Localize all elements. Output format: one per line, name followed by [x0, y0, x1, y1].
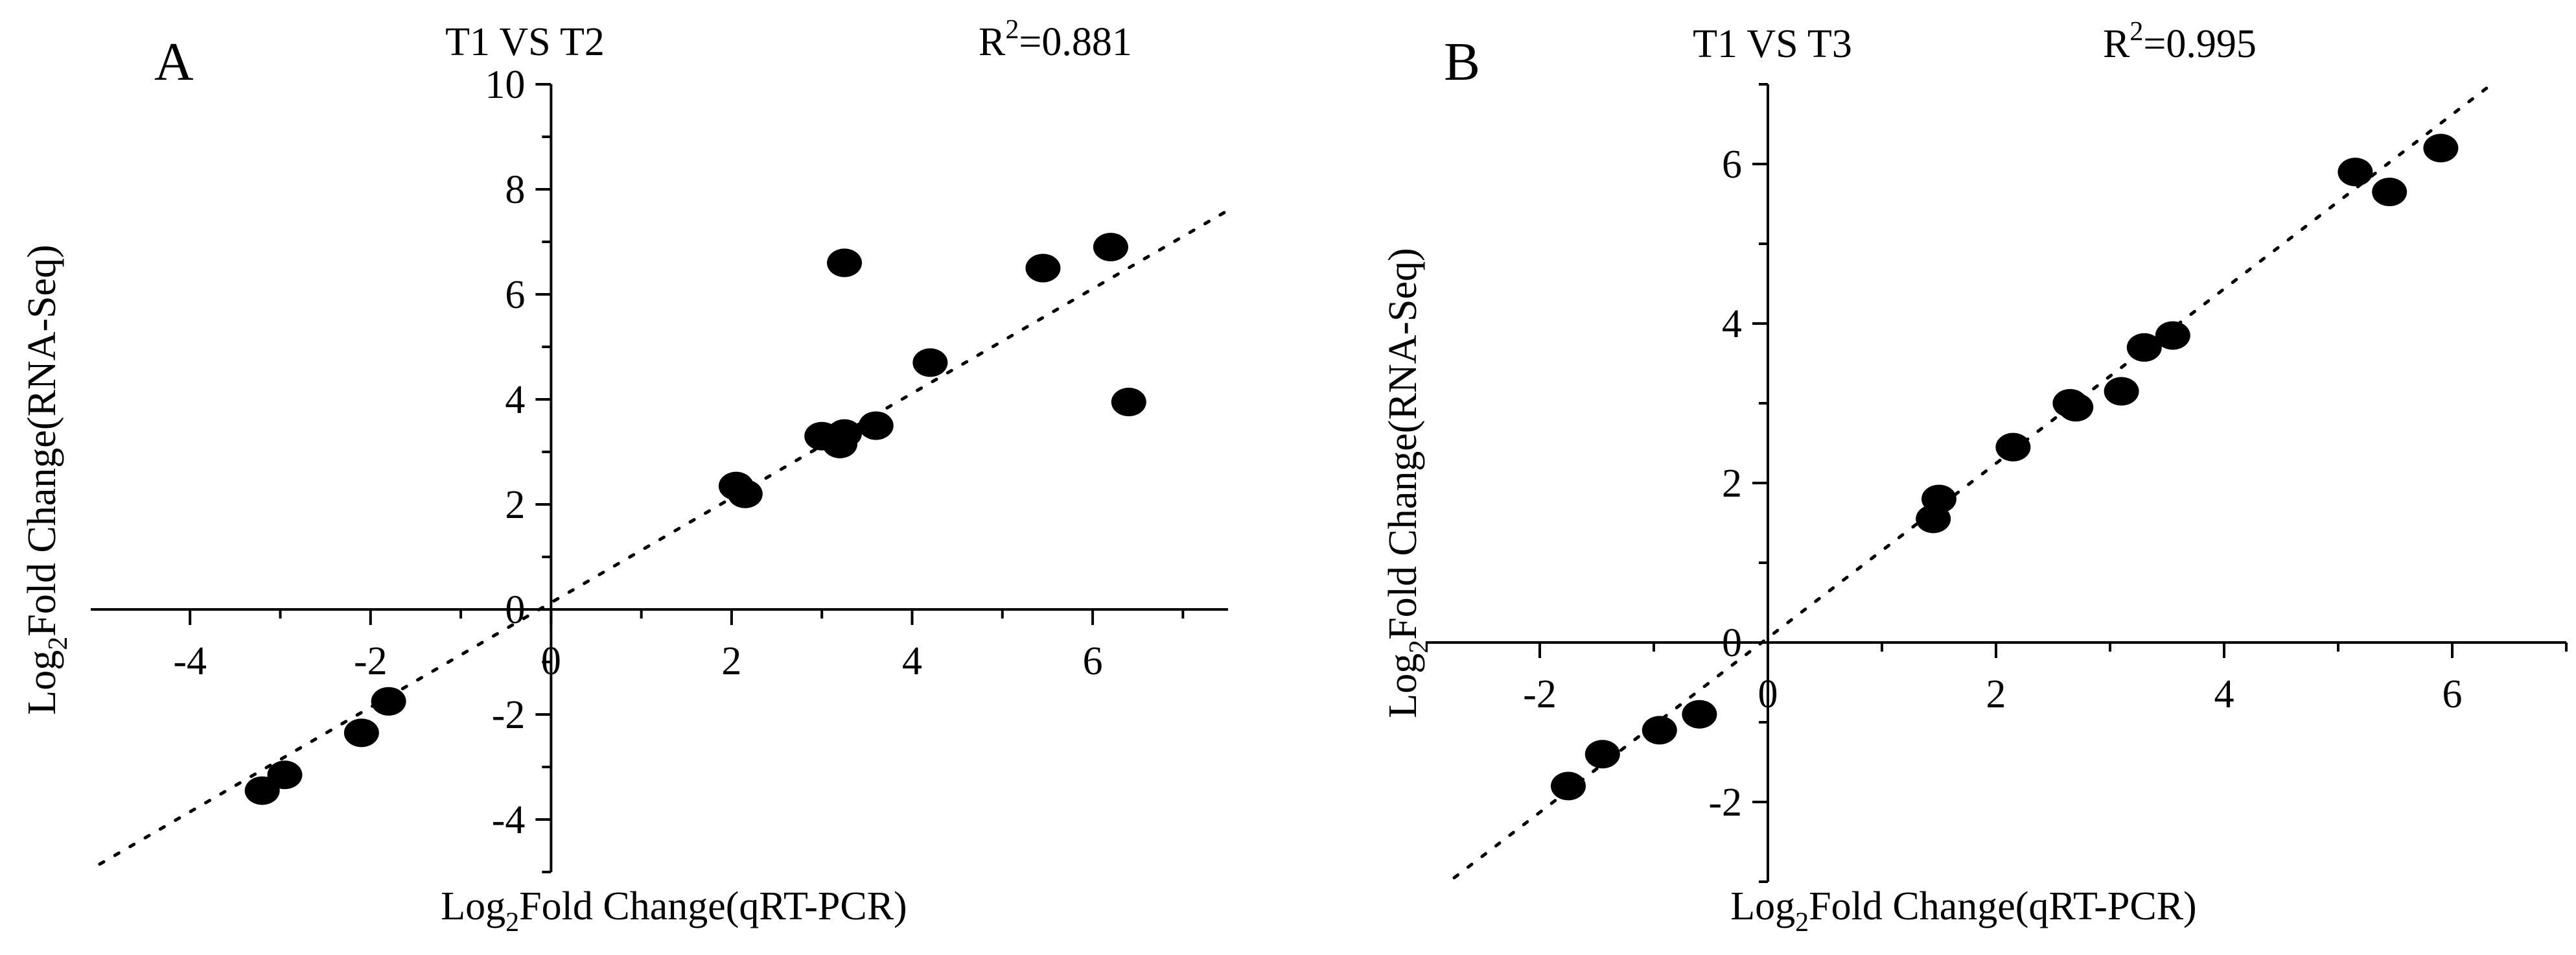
panel-a-r2-value: =0.881: [1019, 20, 1131, 64]
panel-a-x-tick-label: 2: [721, 639, 741, 683]
panel-a-data-point: [371, 687, 406, 716]
panel-a-x-tick-label: -4: [173, 639, 207, 683]
panel-b-y-tick-label: 6: [1722, 143, 1742, 187]
panel-b-data-point: [2104, 377, 2139, 406]
panel-b-letter: B: [1444, 32, 1480, 92]
panel-a-data-point: [267, 760, 303, 790]
panel-a-x-axis-title: Log2Fold Change(qRT-PCR): [441, 884, 907, 937]
panel-b-data-point: [1995, 432, 2031, 462]
panel-a-title: T1 VS T2: [445, 20, 605, 64]
panel-a-x-axis-title-sub: 2: [505, 908, 519, 937]
panel-a-x-tick-label: 6: [1083, 639, 1103, 683]
panel-a-x-tick-label: -2: [354, 639, 388, 683]
panel-b-y-axis-title-pre: Log: [1381, 654, 1425, 718]
panel-b-r2-sup: 2: [2129, 17, 2143, 47]
panel-b-data-point: [2155, 321, 2190, 350]
panel-b-y-axis-title: Log2Fold Change(RNA-Seq): [1381, 248, 1434, 718]
panel-b-y-tick-label: 0: [1722, 621, 1742, 665]
panel-b-data-point: [2338, 158, 2373, 187]
panel-a-data-point: [1111, 388, 1146, 417]
panel-b-x-tick-label: 0: [1758, 672, 1778, 716]
panel-b-y-tick-label: -2: [1708, 781, 1742, 825]
panel-a-y-tick-label: 6: [505, 273, 525, 317]
panel-a-x-axis-title-pre: Log: [441, 884, 505, 928]
panel-b-x-axis-title: Log2Fold Change(qRT-PCR): [1730, 884, 2196, 937]
panel-a-y-axis-title-sub: 2: [43, 637, 73, 650]
panel-a-y-tick-label: 2: [505, 483, 525, 527]
panel-b-trendline: [1452, 86, 2489, 880]
panel-a-data-point: [727, 479, 763, 508]
panel-b-data-point: [2423, 134, 2459, 163]
panel-b-y-axis-title-post: Fold Change(RNA-Seq): [1381, 248, 1425, 639]
panel-a-data-point: [912, 348, 948, 377]
panel-b-data-point: [1682, 700, 1717, 729]
panel-a-y-tick-label: 4: [505, 378, 525, 422]
panel-b-y-tick-label: 2: [1722, 462, 1742, 506]
panel-b-data-point: [2058, 393, 2094, 422]
panel-b-data-point: [1921, 484, 1956, 513]
panel-a-data-point: [1025, 253, 1061, 283]
panel-b-x-tick-label: 2: [1986, 672, 2006, 716]
panel-a-y-axis-title-post: Fold Change(RNA-Seq): [20, 244, 64, 636]
panel-b-x-tick-label: 4: [2214, 672, 2234, 716]
panel-a-r2-sup: 2: [1005, 15, 1019, 45]
panel-b-x-tick-label: -2: [1523, 672, 1557, 716]
panel-b-x-tick-label: 6: [2443, 672, 2463, 716]
panel-a-y-tick-label: 8: [505, 168, 525, 212]
panel-b-title: T1 VS T3: [1693, 22, 1852, 66]
panel-a-x-axis-title-post: Fold Change(qRT-PCR): [519, 884, 907, 928]
panel-b-y-tick-label: 4: [1722, 302, 1742, 346]
panel-b-data-point: [1584, 740, 1620, 769]
panel-a-data-point: [827, 248, 863, 277]
panel-b-data-point: [2126, 333, 2162, 362]
panel-b-r2-label: R: [2103, 22, 2130, 66]
panel-a-y-tick-label: -2: [492, 693, 526, 737]
panel-a-trendline: [98, 208, 1230, 866]
panel-b-data-point: [2372, 178, 2408, 207]
panel-a-y-tick-label: -4: [492, 798, 526, 842]
panel-b-data-point: [1551, 772, 1586, 801]
panel-b-y-axis-title-sub: 2: [1404, 640, 1434, 654]
panel-a-y-tick-label: 0: [505, 588, 525, 632]
panel-a-r2-annotation: R2=0.881: [979, 15, 1132, 64]
panel-a-r2-label: R: [979, 20, 1006, 64]
panel-b-r2-value: =0.995: [2143, 22, 2256, 66]
panel-b-x-axis-title-post: Fold Change(qRT-PCR): [1809, 884, 2197, 928]
panel-b-x-axis-title-sub: 2: [1795, 908, 1809, 937]
panel-b-x-axis-title-pre: Log: [1730, 884, 1795, 928]
panel-b-r2-annotation: R2=0.995: [2103, 17, 2257, 66]
panel-a-data-point: [827, 419, 863, 448]
panel-a-y-tick-label: 10: [485, 63, 525, 107]
panel-a-y-axis-title-pre: Log: [20, 650, 64, 715]
panel-b-data-point: [1642, 716, 1677, 745]
panel-a-data-point: [1093, 233, 1128, 262]
panel-a-letter: A: [154, 32, 194, 92]
panel-a-x-tick-label: 4: [902, 639, 922, 683]
panel-a-y-axis-title: Log2Fold Change(RNA-Seq): [20, 244, 73, 714]
panel-a-data-point: [858, 411, 894, 440]
panel-a-data-point: [343, 718, 379, 748]
panel-a-x-tick-label: 0: [541, 639, 561, 683]
